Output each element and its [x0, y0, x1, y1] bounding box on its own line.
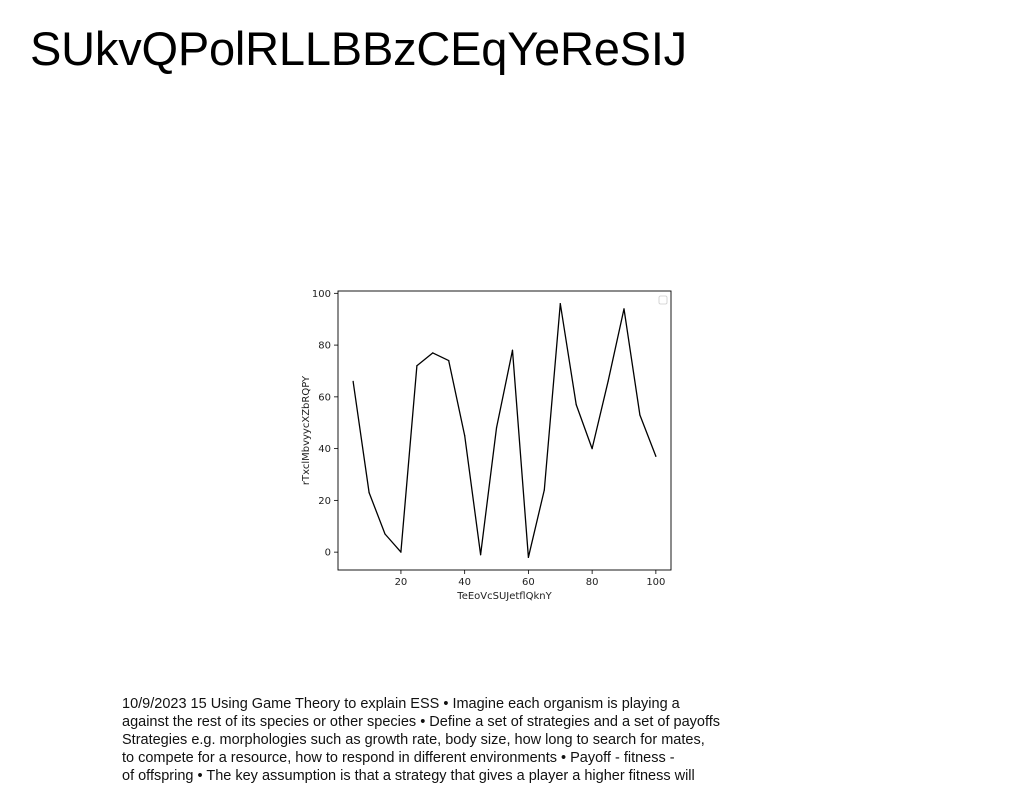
body-text-line: against the rest of its species or other…	[122, 714, 721, 730]
page-title: SUkvQPolRLLBBzCEqYeReSIJ	[30, 22, 687, 75]
y-axis-ticks: 0 20 40 60 80 100	[312, 289, 338, 559]
x-tick-label: 60	[522, 577, 535, 588]
data-point	[607, 380, 609, 382]
body-text: 10/9/2023 15 Using Game Theory to explai…	[122, 695, 822, 785]
data-point	[623, 308, 625, 310]
x-axis-label: TeEoVcSUJetflQknY	[456, 591, 552, 602]
data-point	[527, 556, 529, 558]
data-point	[575, 404, 577, 406]
data-point	[400, 551, 402, 553]
data-point	[464, 435, 466, 437]
body-text-line: of offspring • The key assumption is tha…	[122, 768, 695, 784]
body-text-line: to compete for a resource, how to respon…	[122, 750, 675, 766]
data-point	[368, 492, 370, 494]
data-point	[655, 455, 657, 457]
data-point	[384, 533, 386, 535]
data-point	[511, 349, 514, 351]
line-chart: 0 20 40 60 80 100 20 40 60 80 100 TeEoVcSUJetflQk…	[290, 280, 690, 610]
plot-frame	[337, 290, 672, 571]
data-point	[495, 427, 498, 429]
data-point	[432, 352, 434, 354]
data-point	[352, 380, 354, 382]
x-tick-label: 40	[458, 577, 471, 588]
y-tick-label: 80	[318, 341, 331, 352]
data-point	[559, 303, 561, 305]
x-tick-label: 80	[586, 577, 599, 588]
body-text-line: 10/9/2023 15 Using Game Theory to explai…	[122, 696, 680, 712]
data-point	[543, 489, 545, 491]
data-point	[480, 554, 482, 556]
x-axis-ticks: 20 40 60 80 100	[395, 570, 665, 588]
data-point	[639, 414, 641, 416]
y-axis-label: rTxclMbvyycXZbRQPY	[301, 375, 312, 485]
body-text-line: Strategies e.g. morphologies such as gro…	[122, 732, 705, 748]
y-tick-label: 60	[318, 392, 331, 403]
y-tick-label: 40	[318, 444, 331, 455]
chart-svg: 0 20 40 60 80 100 20 40 60 80 100 TeEoVcSUJetflQk…	[301, 289, 672, 602]
y-tick-label: 0	[325, 548, 331, 559]
y-tick-label: 20	[318, 496, 331, 507]
x-tick-label: 20	[395, 577, 408, 588]
series-points	[352, 303, 657, 558]
data-point	[448, 360, 450, 362]
data-point	[591, 448, 593, 450]
legend-box	[658, 295, 668, 305]
x-tick-label: 100	[646, 577, 665, 588]
y-tick-label: 100	[312, 289, 331, 300]
series-line	[352, 303, 657, 558]
data-point	[416, 365, 418, 367]
